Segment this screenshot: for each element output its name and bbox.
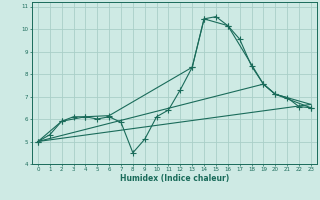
X-axis label: Humidex (Indice chaleur): Humidex (Indice chaleur) xyxy=(120,174,229,183)
